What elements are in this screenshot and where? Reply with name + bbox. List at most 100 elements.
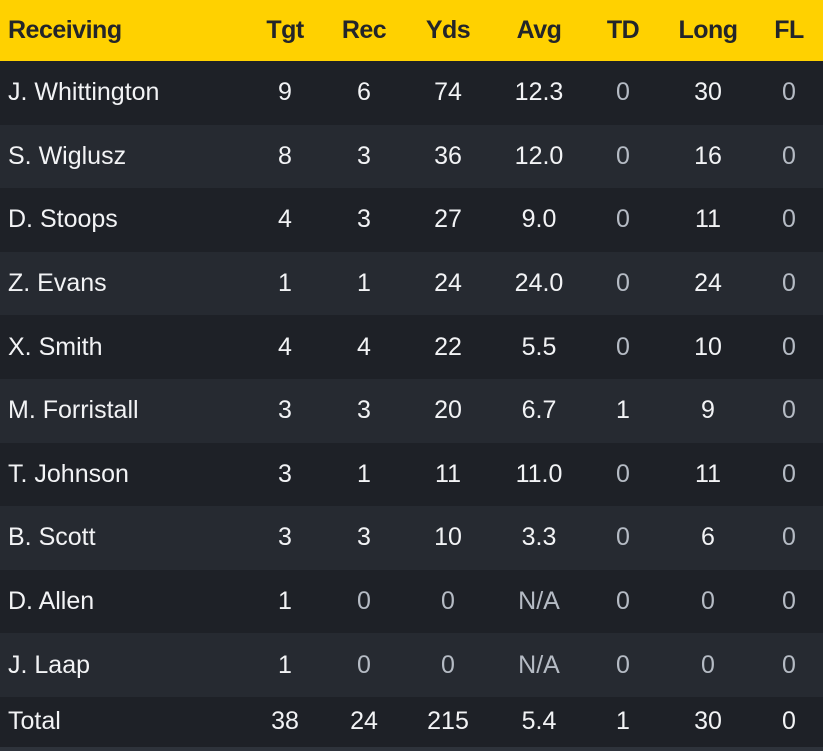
stat-td: 1 (616, 396, 630, 425)
stat-long: 0 (701, 650, 715, 679)
stat-fl: 0 (782, 269, 796, 298)
stat-tgt: 9 (278, 78, 292, 107)
stat-long: 6 (701, 523, 715, 552)
stat-fl: 0 (782, 332, 796, 361)
stat-avg: 3.3 (521, 523, 557, 552)
player-name[interactable]: T. Johnson (8, 459, 129, 488)
table-row: J. Laap 1 0 0 N/A 0 0 0 (0, 633, 823, 697)
player-name[interactable]: J. Whittington (8, 78, 160, 107)
total-yds: 215 (427, 707, 469, 736)
stat-yds: 0 (441, 650, 455, 679)
stat-td: 0 (616, 650, 630, 679)
stat-fl: 0 (782, 459, 796, 488)
table-row: B. Scott 3 3 10 3.3 0 6 0 (0, 506, 823, 570)
player-name[interactable]: B. Scott (8, 523, 96, 552)
stat-avg: 5.5 (521, 332, 557, 361)
total-fl: 0 (782, 707, 796, 736)
header-rec[interactable]: Rec (341, 16, 387, 44)
stat-fl: 0 (782, 205, 796, 234)
stat-tgt: 8 (278, 141, 292, 170)
player-name[interactable]: S. Wiglusz (8, 141, 127, 170)
stat-yds: 10 (434, 523, 462, 552)
header-fl[interactable]: FL (774, 16, 804, 44)
player-name[interactable]: Z. Evans (8, 269, 107, 298)
stat-td: 0 (616, 269, 630, 298)
total-long: 30 (694, 707, 722, 736)
header-tgt[interactable]: Tgt (266, 16, 304, 44)
stat-avg: N/A (518, 587, 560, 616)
stat-yds: 22 (434, 332, 462, 361)
player-name[interactable]: D. Allen (8, 587, 95, 616)
stat-yds: 36 (434, 141, 462, 170)
stat-avg: 12.3 (514, 78, 564, 107)
total-rec: 24 (350, 707, 378, 736)
table-row: D. Allen 1 0 0 N/A 0 0 0 (0, 569, 823, 634)
stat-long: 0 (701, 587, 715, 616)
stat-long: 11 (695, 205, 721, 234)
stat-fl: 0 (782, 650, 796, 679)
stat-rec: 3 (357, 523, 371, 552)
stat-td: 0 (616, 205, 630, 234)
stat-long: 16 (694, 141, 722, 170)
total-label: Total (8, 707, 61, 736)
stat-td: 0 (616, 459, 630, 488)
total-td: 1 (616, 707, 630, 736)
stat-long: 30 (694, 78, 722, 107)
player-name[interactable]: M. Forristall (8, 396, 139, 425)
stat-rec: 3 (357, 205, 371, 234)
stat-yds: 0 (441, 587, 455, 616)
stat-yds: 11 (435, 459, 461, 488)
player-name[interactable]: J. Laap (8, 650, 91, 679)
stat-tgt: 1 (278, 587, 292, 616)
stat-long: 24 (694, 269, 722, 298)
stat-rec: 3 (357, 396, 371, 425)
stat-tgt: 1 (278, 650, 292, 679)
header-receiving: Receiving (8, 16, 122, 44)
table-header: Receiving Tgt Rec Yds Avg TD Long FL (0, 0, 823, 61)
total-tgt: 38 (271, 707, 299, 736)
table-row: T. Johnson 3 1 11 11.0 0 11 0 (0, 442, 823, 507)
stat-rec: 1 (357, 459, 371, 488)
stat-tgt: 3 (278, 396, 292, 425)
stat-td: 0 (616, 141, 630, 170)
header-long[interactable]: Long (678, 16, 738, 44)
stat-fl: 0 (782, 141, 796, 170)
stat-rec: 3 (357, 141, 371, 170)
stat-td: 0 (616, 78, 630, 107)
stat-avg: N/A (518, 650, 560, 679)
player-name[interactable]: D. Stoops (8, 205, 118, 234)
total-avg: 5.4 (521, 707, 557, 736)
stat-rec: 4 (357, 332, 371, 361)
stat-avg: 6.7 (521, 396, 557, 425)
stat-avg: 11.0 (515, 459, 563, 488)
header-avg[interactable]: Avg (516, 16, 562, 44)
stat-fl: 0 (782, 396, 796, 425)
stat-td: 0 (616, 523, 630, 552)
stat-rec: 0 (357, 587, 371, 616)
table-row: X. Smith 4 4 22 5.5 0 10 0 (0, 315, 823, 379)
stat-rec: 1 (357, 269, 371, 298)
stat-tgt: 4 (278, 332, 292, 361)
table-row: S. Wiglusz 8 3 36 12.0 0 16 0 (0, 124, 823, 189)
table-row: D. Stoops 4 3 27 9.0 0 11 0 (0, 188, 823, 252)
stat-fl: 0 (782, 523, 796, 552)
stat-tgt: 1 (278, 269, 292, 298)
stat-tgt: 3 (278, 459, 292, 488)
stat-avg: 9.0 (521, 205, 557, 234)
stat-rec: 0 (357, 650, 371, 679)
stat-yds: 74 (434, 78, 462, 107)
stat-td: 0 (616, 587, 630, 616)
table-row: Z. Evans 1 1 24 24.0 0 24 0 (0, 251, 823, 316)
stat-rec: 6 (357, 78, 371, 107)
stat-fl: 0 (782, 587, 796, 616)
stat-yds: 20 (434, 396, 462, 425)
player-name[interactable]: X. Smith (8, 332, 103, 361)
stat-tgt: 4 (278, 205, 292, 234)
stat-long: 11 (695, 459, 721, 488)
header-yds[interactable]: Yds (425, 16, 471, 44)
total-row: Total 38 24 215 5.4 1 30 0 (0, 696, 823, 751)
header-td[interactable]: TD (606, 16, 640, 44)
stat-avg: 24.0 (514, 269, 564, 298)
stat-long: 10 (694, 332, 722, 361)
